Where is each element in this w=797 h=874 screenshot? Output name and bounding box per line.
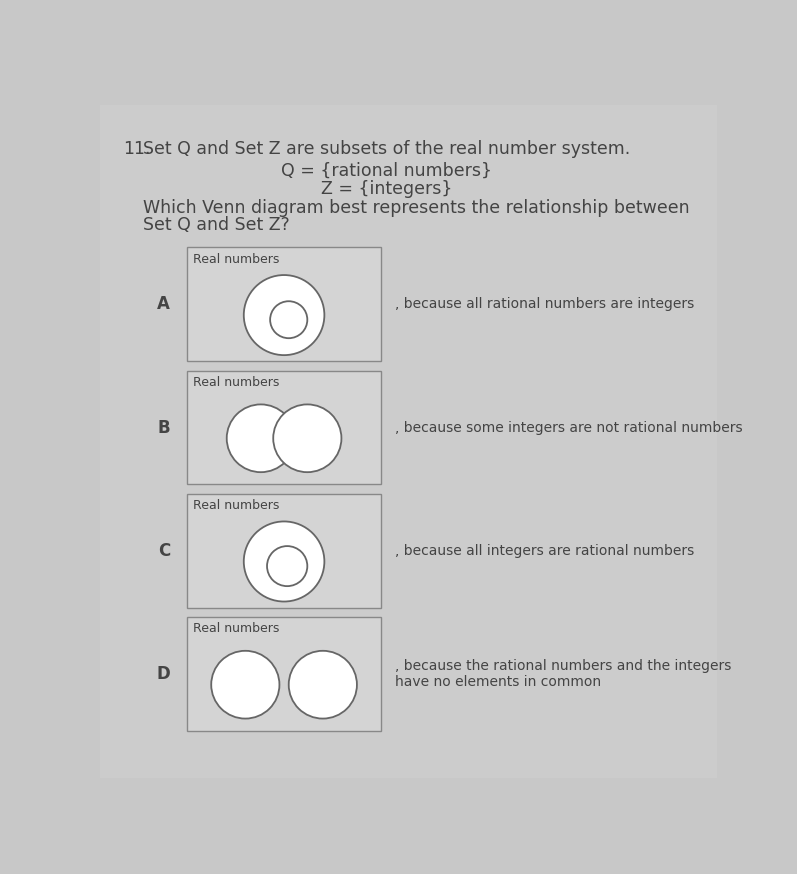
Text: D: D bbox=[156, 665, 170, 683]
Text: , because all integers are rational numbers: , because all integers are rational numb… bbox=[395, 544, 694, 558]
Text: Q: Q bbox=[245, 432, 255, 445]
Bar bbox=[187, 617, 381, 731]
Text: , because all rational numbers are integers: , because all rational numbers are integ… bbox=[395, 297, 694, 311]
FancyBboxPatch shape bbox=[100, 105, 717, 778]
Circle shape bbox=[270, 302, 308, 338]
Text: C: C bbox=[158, 542, 170, 559]
Text: Q: Q bbox=[241, 678, 250, 691]
Text: Q: Q bbox=[284, 313, 293, 326]
Text: Real numbers: Real numbers bbox=[193, 376, 279, 389]
Circle shape bbox=[244, 522, 324, 601]
Text: Q: Q bbox=[265, 529, 275, 542]
Text: Z = {integers}: Z = {integers} bbox=[320, 179, 452, 198]
Text: Real numbers: Real numbers bbox=[193, 253, 279, 266]
Text: A: A bbox=[157, 295, 170, 313]
Text: Set Q and Set Z are subsets of the real number system.: Set Q and Set Z are subsets of the real … bbox=[143, 141, 630, 158]
Text: Set Q and Set Z?: Set Q and Set Z? bbox=[143, 216, 290, 233]
Text: , because some integers are not rational numbers: , because some integers are not rational… bbox=[395, 420, 743, 434]
Circle shape bbox=[226, 405, 295, 472]
Circle shape bbox=[273, 405, 341, 472]
Bar bbox=[187, 247, 381, 361]
Bar bbox=[187, 371, 381, 484]
Text: Which Venn diagram best represents the relationship between: Which Venn diagram best represents the r… bbox=[143, 198, 689, 217]
Text: Real numbers: Real numbers bbox=[193, 499, 279, 512]
Circle shape bbox=[267, 546, 308, 586]
Circle shape bbox=[244, 275, 324, 355]
Text: Q = {rational numbers}: Q = {rational numbers} bbox=[281, 162, 492, 180]
Text: , because the rational numbers and the integers
have no elements in common: , because the rational numbers and the i… bbox=[395, 659, 732, 689]
Circle shape bbox=[211, 651, 280, 718]
Bar bbox=[187, 494, 381, 607]
Text: Z: Z bbox=[314, 432, 323, 445]
Text: 11.: 11. bbox=[123, 141, 151, 158]
Circle shape bbox=[289, 651, 357, 718]
Text: Z: Z bbox=[319, 678, 327, 691]
Text: Z: Z bbox=[283, 559, 292, 572]
Text: Z: Z bbox=[266, 282, 274, 295]
Text: Real numbers: Real numbers bbox=[193, 622, 279, 635]
Text: B: B bbox=[158, 419, 170, 436]
